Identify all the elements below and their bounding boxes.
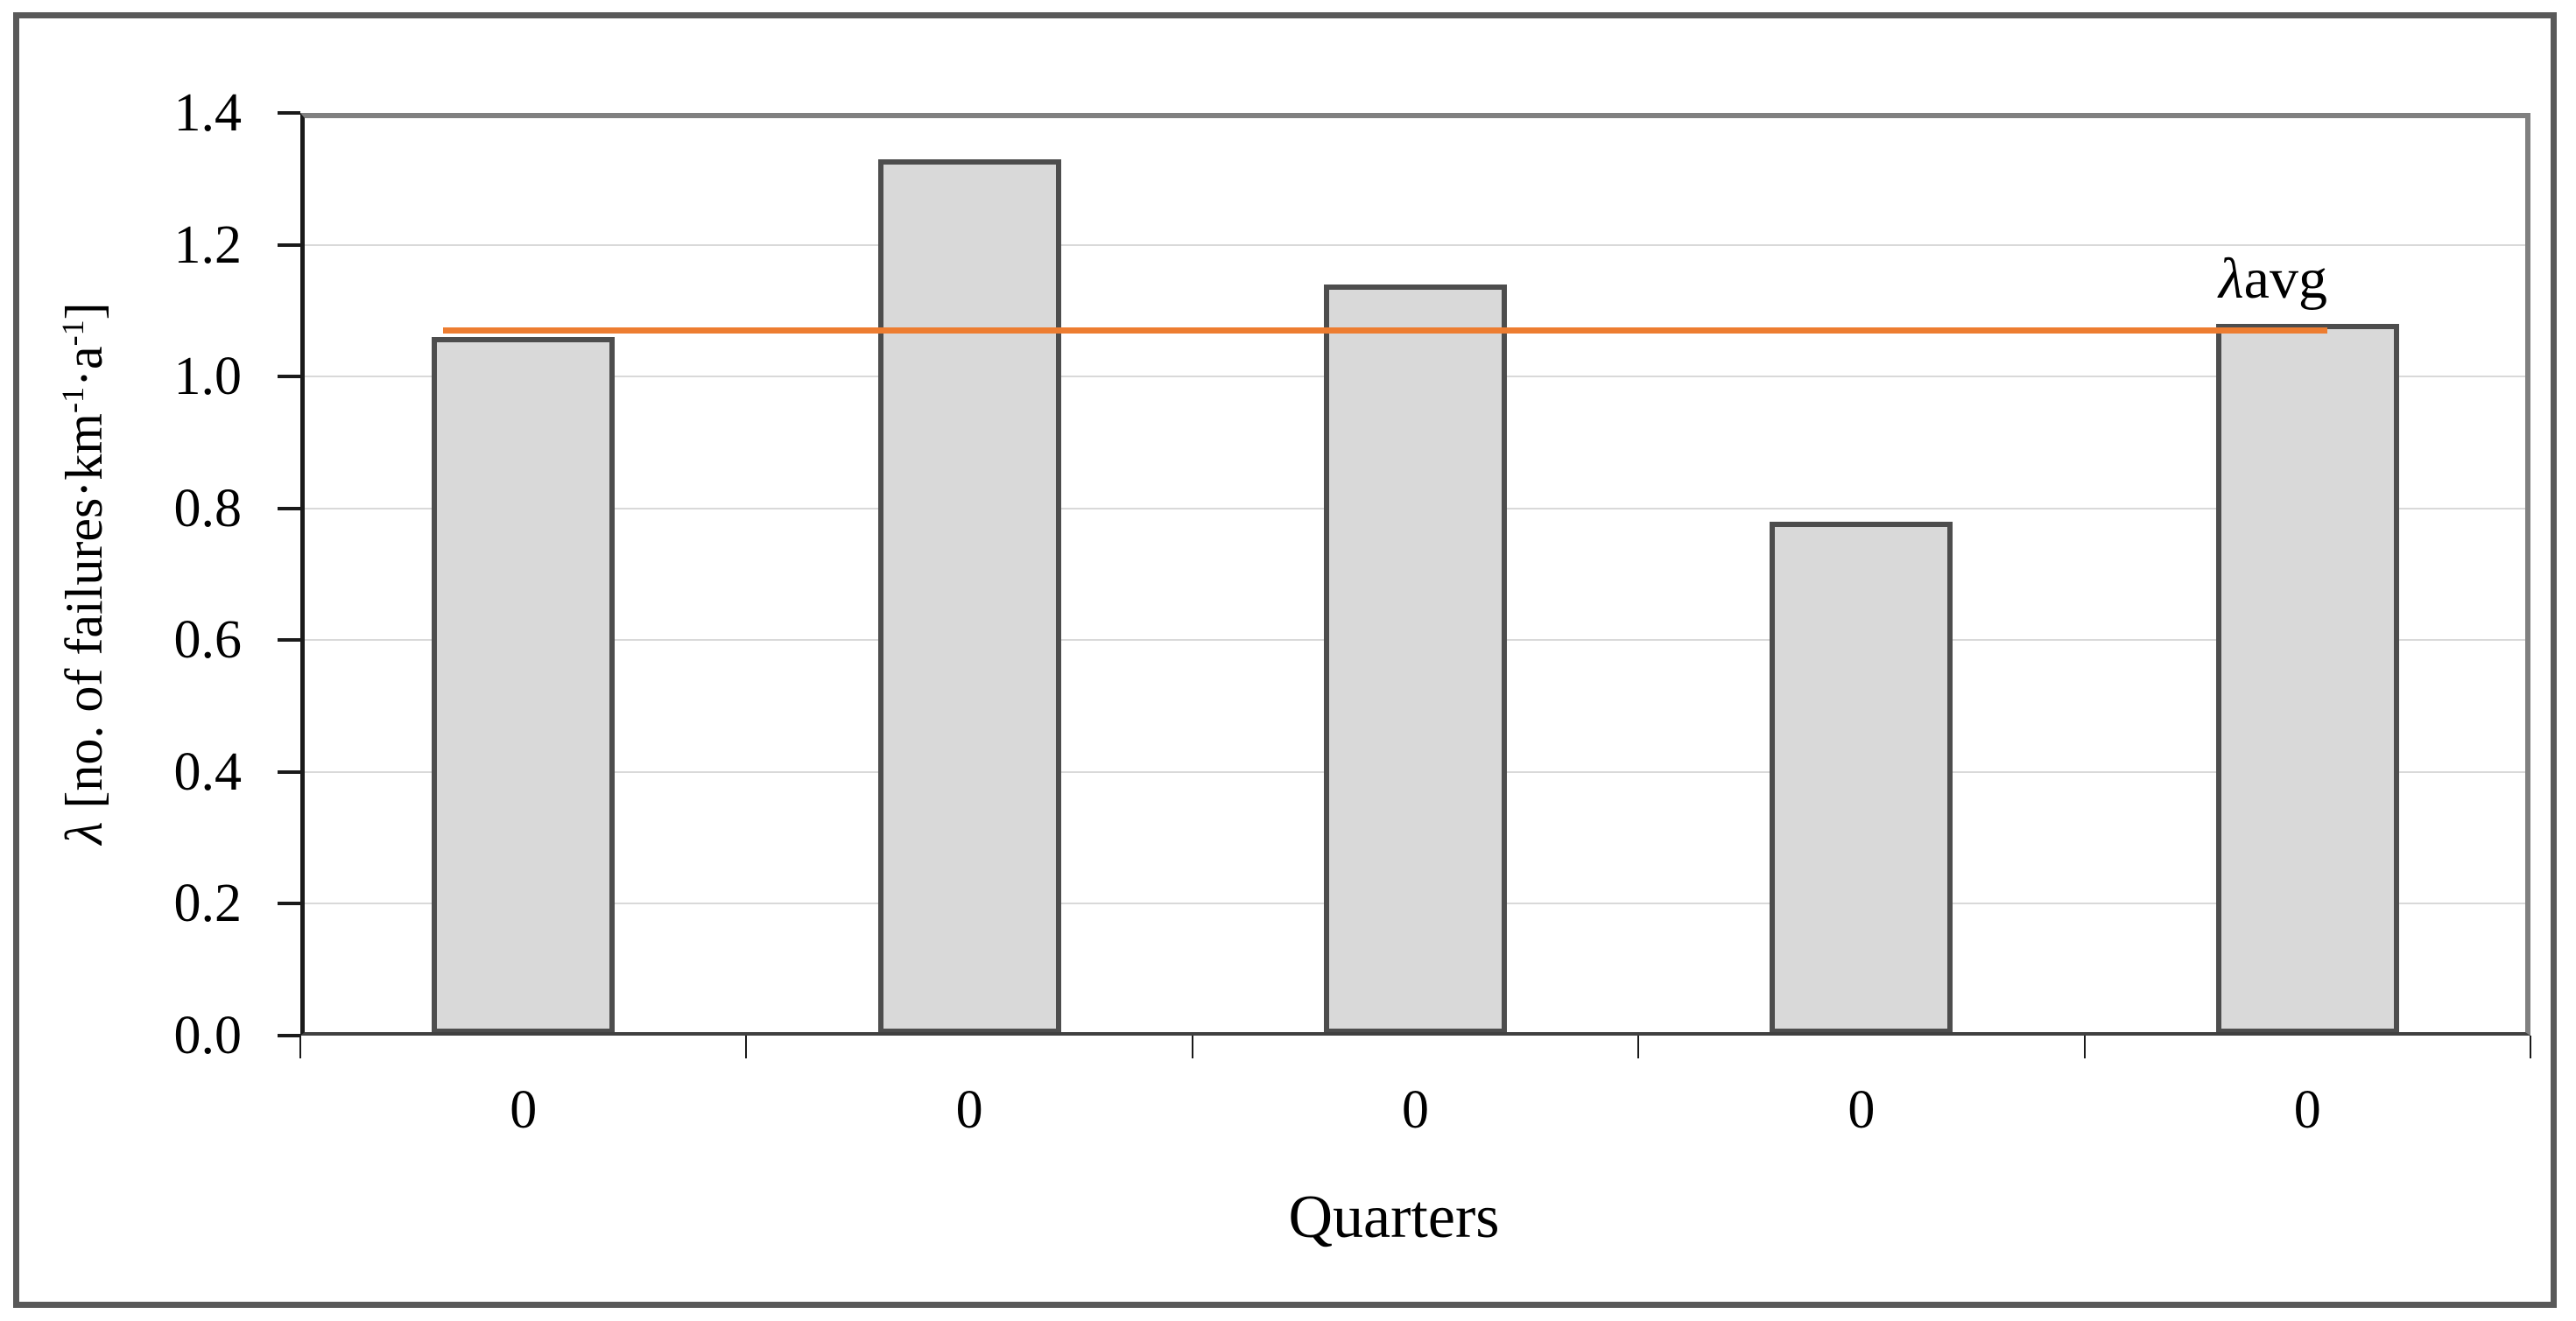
y-axis-tick: [278, 375, 300, 379]
x-axis-tick: [2083, 1036, 2086, 1058]
y-tick-label: 0.4: [173, 741, 243, 802]
y-tick-label: 1.0: [173, 347, 243, 407]
average-label-text: avg: [2243, 247, 2327, 311]
y-tick-label: 0.2: [173, 874, 243, 934]
x-axis-tick: [1637, 1036, 1640, 1058]
y-axis-tick: [278, 242, 300, 247]
bar: [1324, 284, 1507, 1034]
average-line-label: λavg: [2219, 250, 2327, 308]
y-axis-tick: [278, 111, 300, 115]
y-tick-label: 0.6: [173, 610, 243, 671]
bar: [1770, 521, 1953, 1034]
figure-border: [13, 12, 2557, 1308]
y-axis-title: λ [no. of failures·km-1·a-1]: [55, 302, 113, 845]
x-axis-tick: [2530, 1036, 2531, 1058]
y-axis-tick: [278, 506, 300, 510]
y-tick-label: 1.4: [173, 83, 243, 143]
x-category-label: 0: [955, 1080, 983, 1140]
y-axis-title-text: ]: [55, 302, 113, 320]
x-category-label: 0: [510, 1080, 538, 1140]
x-category-label: 0: [1402, 1080, 1429, 1140]
y-axis-tick: [278, 638, 300, 643]
bar: [432, 336, 616, 1034]
bar: [877, 158, 1061, 1034]
y-axis-tick: [278, 902, 300, 906]
average-line: [443, 327, 2328, 334]
gridline: [300, 243, 2530, 246]
y-axis-tick: [278, 769, 300, 774]
x-category-label: 0: [1848, 1080, 1876, 1140]
superscript-exponent: -1: [55, 320, 90, 347]
x-axis-tick: [299, 1036, 301, 1058]
y-tick-label: 0.0: [173, 1006, 243, 1065]
superscript-exponent: -1: [55, 387, 90, 414]
y-tick-label: 1.2: [173, 214, 243, 275]
y-axis-title-text: ·a: [55, 346, 113, 388]
lambda-symbol: λ: [2219, 247, 2244, 311]
bar: [2215, 323, 2399, 1034]
y-axis-title-text: [no. of failures·km: [55, 413, 113, 822]
lambda-symbol: λ: [55, 821, 113, 845]
y-tick-label: 0.8: [173, 478, 243, 538]
x-axis-tick: [1191, 1036, 1193, 1058]
x-category-label: 0: [2293, 1080, 2321, 1140]
x-axis-title: Quarters: [1288, 1184, 1500, 1251]
y-axis-tick: [278, 1034, 300, 1037]
x-axis-tick: [745, 1036, 748, 1058]
